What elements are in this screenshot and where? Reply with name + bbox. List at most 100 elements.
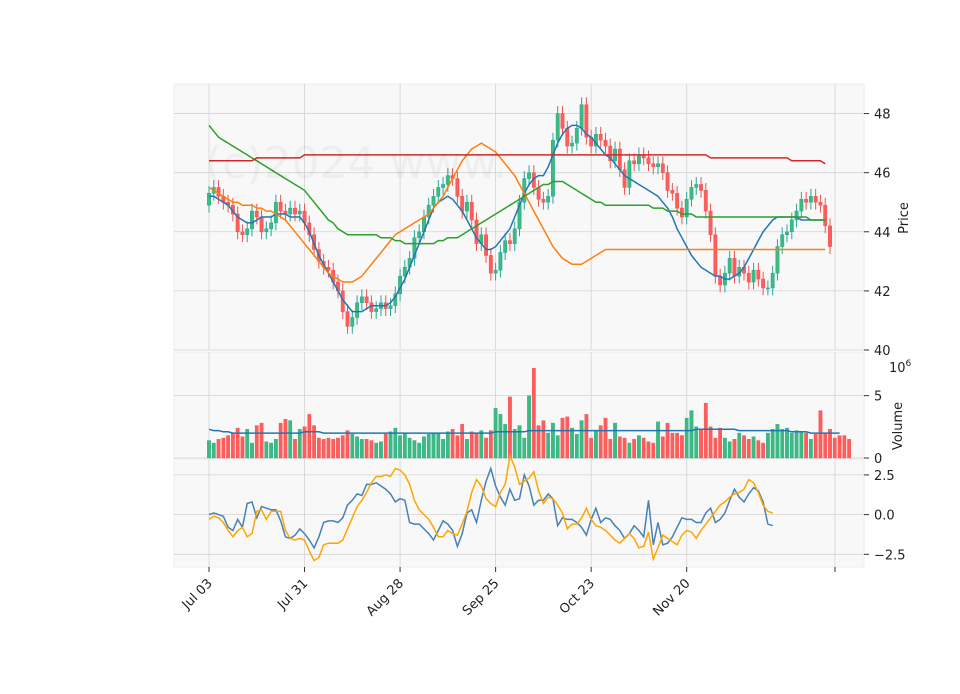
volume-bar [450,429,455,459]
volume-bar [617,436,622,459]
volume-bar [751,436,756,459]
volume-bar [345,430,350,459]
candle-body [235,213,240,233]
volume-bar [527,395,531,459]
candle-body [828,225,832,247]
volume-bar [651,442,656,459]
volume-bar [512,429,517,459]
volume-bar [584,414,589,459]
volume-bar [689,410,694,459]
candle-body [565,128,570,147]
volume-bar [694,426,699,459]
x-tick-label: Nov 20 [650,576,693,619]
volume-bar [264,441,269,459]
volume-bar [703,402,708,459]
volume-bar [302,426,307,459]
volume-bar [699,429,703,459]
volume-bar [670,432,675,459]
volume-tick-label: 5 [874,390,882,405]
candle-body [570,142,574,147]
volume-bar [522,437,527,459]
candle-body [584,104,589,138]
volume-bar [316,437,321,459]
candle-body [355,302,360,318]
candle-body [254,210,259,218]
volume-bar [508,396,512,459]
candle-body [775,246,780,274]
volume-bar [756,440,761,459]
volume-bar [493,407,498,459]
candle-body [278,201,283,212]
volume-bar [293,439,297,459]
candle-body [359,296,364,303]
candle-body [240,231,245,235]
candle-body [388,305,393,309]
candle-body [646,157,651,165]
x-axis: Jul 03 Jul 31 Aug 28 Sep 25 Oct 23 Nov 20 [179,567,836,619]
x-tick-label: Jul 31 [274,576,311,613]
volume-bar [675,432,680,459]
candle-body [350,317,355,327]
candle-body [608,145,613,162]
candle-body [288,207,293,215]
volume-bar [359,439,364,459]
volume-bar [240,436,245,459]
volume-bar [632,439,637,459]
volume-bar [407,437,412,459]
x-tick-label: Aug 28 [364,576,407,619]
candle-body [269,222,274,230]
volume-bar [245,429,250,459]
volume-bar [498,414,503,459]
candle-body [503,240,508,253]
candle-body [517,201,522,230]
candle-body [508,240,512,244]
candle-body [579,104,584,129]
volume-bar [723,437,727,459]
volume-bar [465,439,469,459]
volume-bar [441,439,445,459]
candle-body [441,184,445,188]
candle-body [551,139,555,197]
candle-body [637,154,641,165]
volume-bar [288,420,293,459]
candle-body [684,199,689,218]
volume-bar [474,432,479,459]
candle-body [293,207,297,215]
volume-bar [259,422,264,459]
candle-body [469,201,474,221]
volume-bar [336,437,340,459]
volume-bar [742,435,746,459]
volume-bar [398,435,402,459]
volume-bar [627,442,632,459]
volume-bar [560,417,565,459]
candle-body [708,210,713,235]
volume-bar [484,437,488,459]
candle-body [665,172,670,191]
candle-body [245,228,250,235]
volume-bar [608,439,613,459]
volume-bar [536,425,541,459]
volume-bar [579,420,584,459]
volume-bar [823,432,828,459]
x-tick-label: Jul 03 [179,576,216,613]
oscillator-panel: 2.5 0.0 −2.5 [173,453,906,568]
volume-bar [340,435,345,459]
x-tick-label: Sep 25 [460,576,503,619]
volume-bar [422,436,426,459]
candle-body [498,252,503,271]
candle-body [746,272,751,283]
volume-bar [708,426,713,459]
volume-bar [746,439,751,459]
volume-bar [207,440,211,459]
candle-body [488,255,493,274]
volume-bar [551,422,555,459]
volume-bar [211,442,216,459]
candle-body [465,201,469,212]
volume-bar [426,434,431,459]
candle-body [751,269,756,283]
volume-bar [789,432,794,459]
volume-bar [570,427,574,459]
candle-body [431,196,436,206]
candle-body [794,210,799,221]
